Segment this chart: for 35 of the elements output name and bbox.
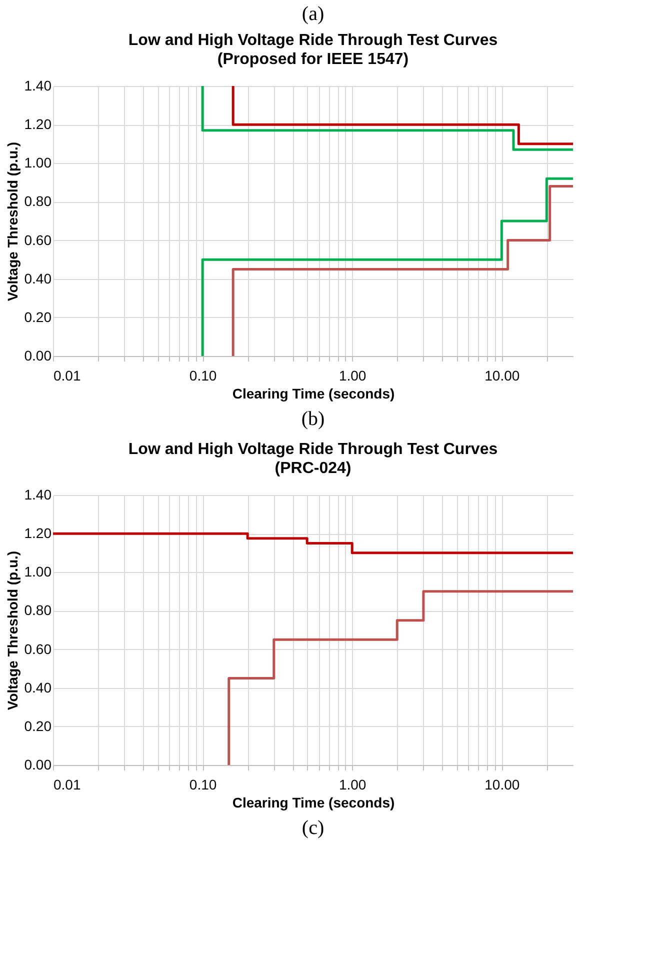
y-tick-label: 0.60 <box>24 640 52 657</box>
y-tick-label: 1.40 <box>24 78 52 94</box>
y-tick-label: 0.80 <box>24 193 52 210</box>
x-tick-label: 0.10 <box>189 368 217 384</box>
y-tick-label: 0.20 <box>24 718 52 734</box>
y-tick-label: 0.80 <box>24 602 52 618</box>
x-axis-title: Clearing Time (seconds) <box>232 794 395 810</box>
y-axis-title: Voltage Threshold (p.u.) <box>4 550 20 710</box>
y-axis-title: Voltage Threshold (p.u.) <box>4 142 20 302</box>
y-tick-label: 1.00 <box>24 564 52 580</box>
text: (b) <box>301 408 325 430</box>
x-axis-title: Clearing Time (seconds) <box>232 386 395 402</box>
y-tick-label: 1.40 <box>24 486 52 502</box>
x-tick-label: 10.00 <box>484 776 520 792</box>
y-tick-label: 0.20 <box>24 308 52 325</box>
y-tick-label: 1.00 <box>24 154 52 171</box>
y-tick-label: 0.40 <box>24 270 52 286</box>
y-tick-label: 0.40 <box>24 679 52 696</box>
x-tick-label: 0.01 <box>54 776 81 792</box>
y-tick-label: 0.60 <box>24 232 52 248</box>
text: (c) <box>302 817 324 839</box>
y-tick-label: 1.20 <box>24 525 52 542</box>
text: (a) <box>302 3 324 25</box>
x-tick-label: 1.00 <box>338 368 366 384</box>
x-tick-label: 1.00 <box>338 776 366 792</box>
y-tick-label: 0.00 <box>24 348 52 364</box>
chart-subtitle: (PRC-024) <box>274 460 352 477</box>
chart-title: Low and High Voltage Ride Through Test Curves <box>128 441 498 458</box>
x-tick-label: 0.10 <box>189 776 217 792</box>
chart-title: Low and High Voltage Ride Through Test Curves <box>128 32 498 49</box>
x-tick-label: 0.01 <box>54 368 81 384</box>
chart-subtitle: (Proposed for IEEE 1547) <box>217 51 409 68</box>
x-tick-label: 10.00 <box>484 368 520 384</box>
y-tick-label: 1.20 <box>24 116 52 132</box>
y-tick-label: 0.00 <box>24 756 52 772</box>
